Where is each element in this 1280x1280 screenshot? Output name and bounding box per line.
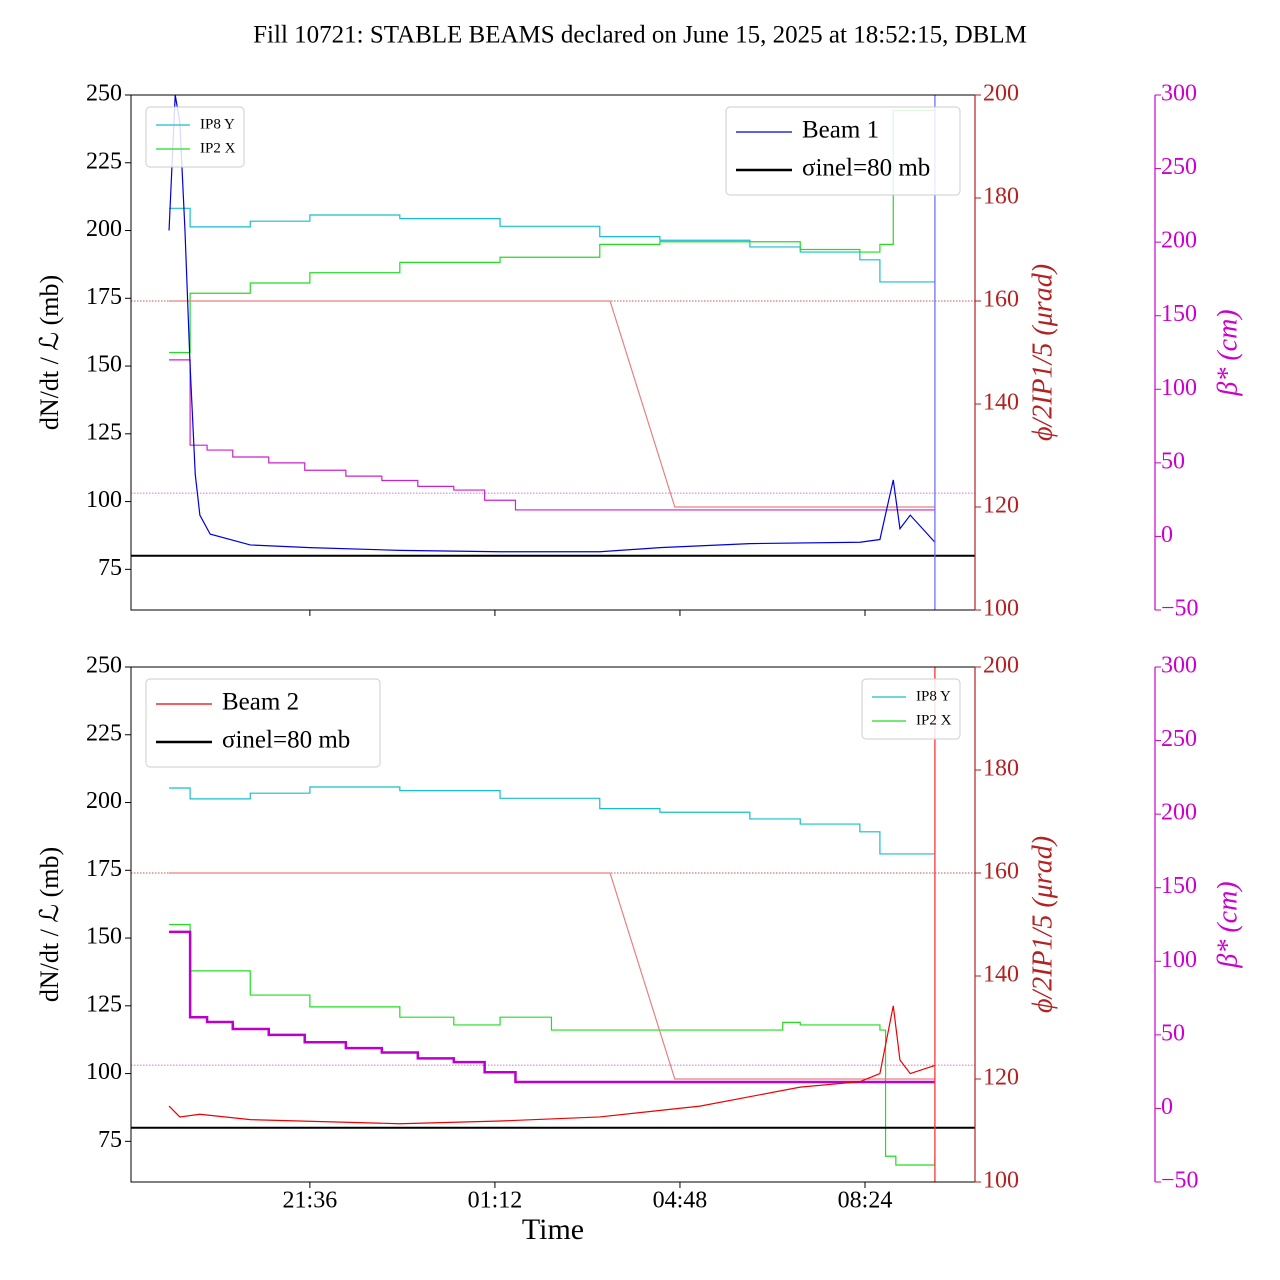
y-axis-label: dN/dt / ℒ (mb) [35,275,64,430]
x-tick-label: 08:24 [838,1188,893,1214]
y2-tick-label: 100 [983,596,1019,622]
y3-tick-label: 100 [1161,947,1197,973]
series-line [169,930,935,1084]
y3-tick-label: 0 [1161,1094,1173,1120]
y3-tick-label: 100 [1161,375,1197,401]
y3-tick-label: −50 [1161,596,1199,622]
y3-tick-label: 200 [1161,228,1197,254]
legend-box [725,106,961,196]
series-line [169,109,935,354]
y-tick-label: 75 [98,555,122,581]
y-tick-label: 250 [86,81,122,107]
series-line [169,207,935,283]
y2-tick-label: 100 [983,1168,1019,1194]
y2-tick-label: 180 [983,756,1019,782]
y3-tick-label: 150 [1161,301,1197,327]
y-tick-label: 150 [86,924,122,950]
series-line [169,359,935,511]
y-tick-label: 225 [86,148,122,174]
series-line [168,1005,936,1125]
legend-label: Beam 1 [802,117,879,144]
series-line [169,786,935,855]
y2-tick-label: 180 [983,184,1019,210]
y-tick-label: 100 [86,487,122,513]
y2-tick-label: 200 [983,653,1019,679]
y3-axis-label: β* (cm) [1212,881,1243,968]
y2-tick-label: 200 [983,81,1019,107]
legend-label: Beam 2 [222,689,299,716]
legend-label: IP8 Y [916,688,951,704]
y3-tick-label: 200 [1161,800,1197,826]
x-tick-label: 01:12 [468,1188,523,1214]
x-axis-label: Time [522,1213,584,1246]
figure-title: Fill 10721: STABLE BEAMS declared on Jun… [253,22,1027,49]
y2-axis-label: ϕ/2IP1/5 (μrad) [1027,264,1058,441]
legend-label: IP8 Y [200,116,235,132]
y2-tick-label: 120 [983,1065,1019,1091]
legend-label: IP2 X [916,712,952,728]
y-axis-label: dN/dt / ℒ (mb) [35,847,64,1002]
y3-tick-label: 150 [1161,873,1197,899]
series-line [169,923,936,1166]
y-tick-label: 225 [86,720,122,746]
y3-tick-label: −50 [1161,1168,1199,1194]
plot-area [131,95,975,557]
plot-area [131,786,975,1166]
y-tick-label: 175 [86,856,122,882]
y-tick-label: 200 [86,788,122,814]
y2-tick-label: 160 [983,859,1019,885]
legend-label: σinel=80 mb [802,155,930,182]
y3-tick-label: 50 [1161,1020,1185,1046]
y-tick-label: 175 [86,284,122,310]
series-line [168,95,936,553]
y2-tick-label: 120 [983,493,1019,519]
y-tick-label: 125 [86,419,122,445]
series-line [169,872,935,1080]
y-tick-label: 100 [86,1059,122,1085]
legend-box [145,678,381,768]
y-tick-label: 75 [98,1127,122,1153]
y2-tick-label: 140 [983,390,1019,416]
legend-label: σinel=80 mb [222,727,350,754]
y-tick-label: 250 [86,653,122,679]
y2-tick-label: 160 [983,287,1019,313]
y3-tick-label: 0 [1161,522,1173,548]
series-line [169,300,935,508]
y3-tick-label: 50 [1161,448,1185,474]
y-tick-label: 125 [86,991,122,1017]
y3-tick-label: 250 [1161,154,1197,180]
y2-axis-label: ϕ/2IP1/5 (μrad) [1027,836,1058,1013]
y3-tick-label: 300 [1161,81,1197,107]
y-tick-label: 200 [86,216,122,242]
y2-tick-label: 140 [983,962,1019,988]
legend-box [861,678,961,740]
y3-tick-label: 300 [1161,653,1197,679]
x-tick-label: 04:48 [653,1188,708,1214]
y3-tick-label: 250 [1161,726,1197,752]
x-tick-label: 21:36 [283,1188,338,1214]
y-tick-label: 150 [86,352,122,378]
legend-label: IP2 X [200,140,236,156]
legend-box [145,106,245,168]
y3-axis-label: β* (cm) [1212,309,1243,396]
